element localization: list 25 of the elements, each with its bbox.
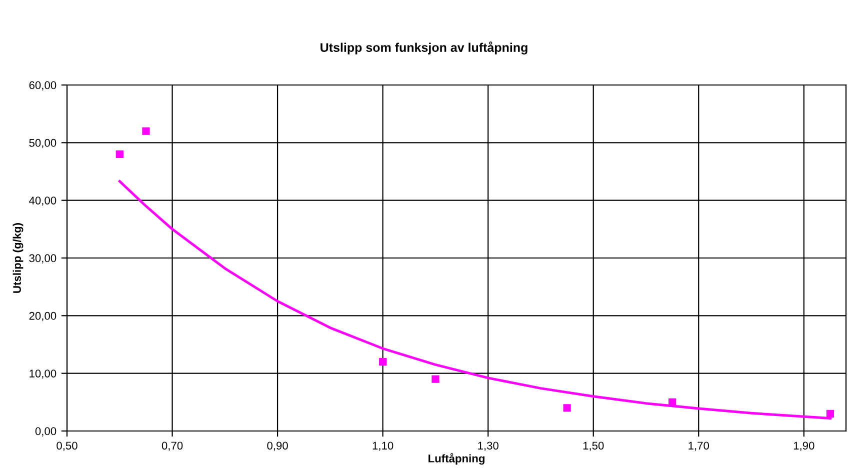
point <box>379 358 387 366</box>
point <box>142 127 150 135</box>
y-tick-label: 40,00 <box>29 196 56 206</box>
point <box>116 150 124 158</box>
x-tick-label: 0,90 <box>267 442 288 451</box>
x-tick-label: 1,90 <box>794 442 814 451</box>
point <box>668 398 676 406</box>
y-tick-label: 60,00 <box>29 81 56 90</box>
x-tick-label: 0,50 <box>56 442 78 451</box>
point <box>432 375 440 383</box>
y-tick-label: 10,00 <box>30 370 56 379</box>
x-tick-label: 0,70 <box>162 442 183 451</box>
y-axis-title: Utslipp (g/kg) <box>12 223 24 293</box>
y-tick-label: 50,00 <box>29 138 56 148</box>
x-axis-title: Luftåpning <box>428 453 484 465</box>
x-tick-label: 1,10 <box>372 442 394 451</box>
point <box>563 404 571 412</box>
chart-title: Utslipp som funksjon av luftåpning <box>320 42 528 54</box>
point <box>826 410 834 418</box>
y-tick-label: 30,00 <box>29 254 56 264</box>
x-tick-label: 1,70 <box>688 442 709 451</box>
y-tick-label: 20,00 <box>29 312 56 322</box>
x-tick-label: 1,30 <box>478 442 498 451</box>
y-tick-label: 0,00 <box>35 427 56 436</box>
x-tick-label: 1,50 <box>583 442 604 451</box>
